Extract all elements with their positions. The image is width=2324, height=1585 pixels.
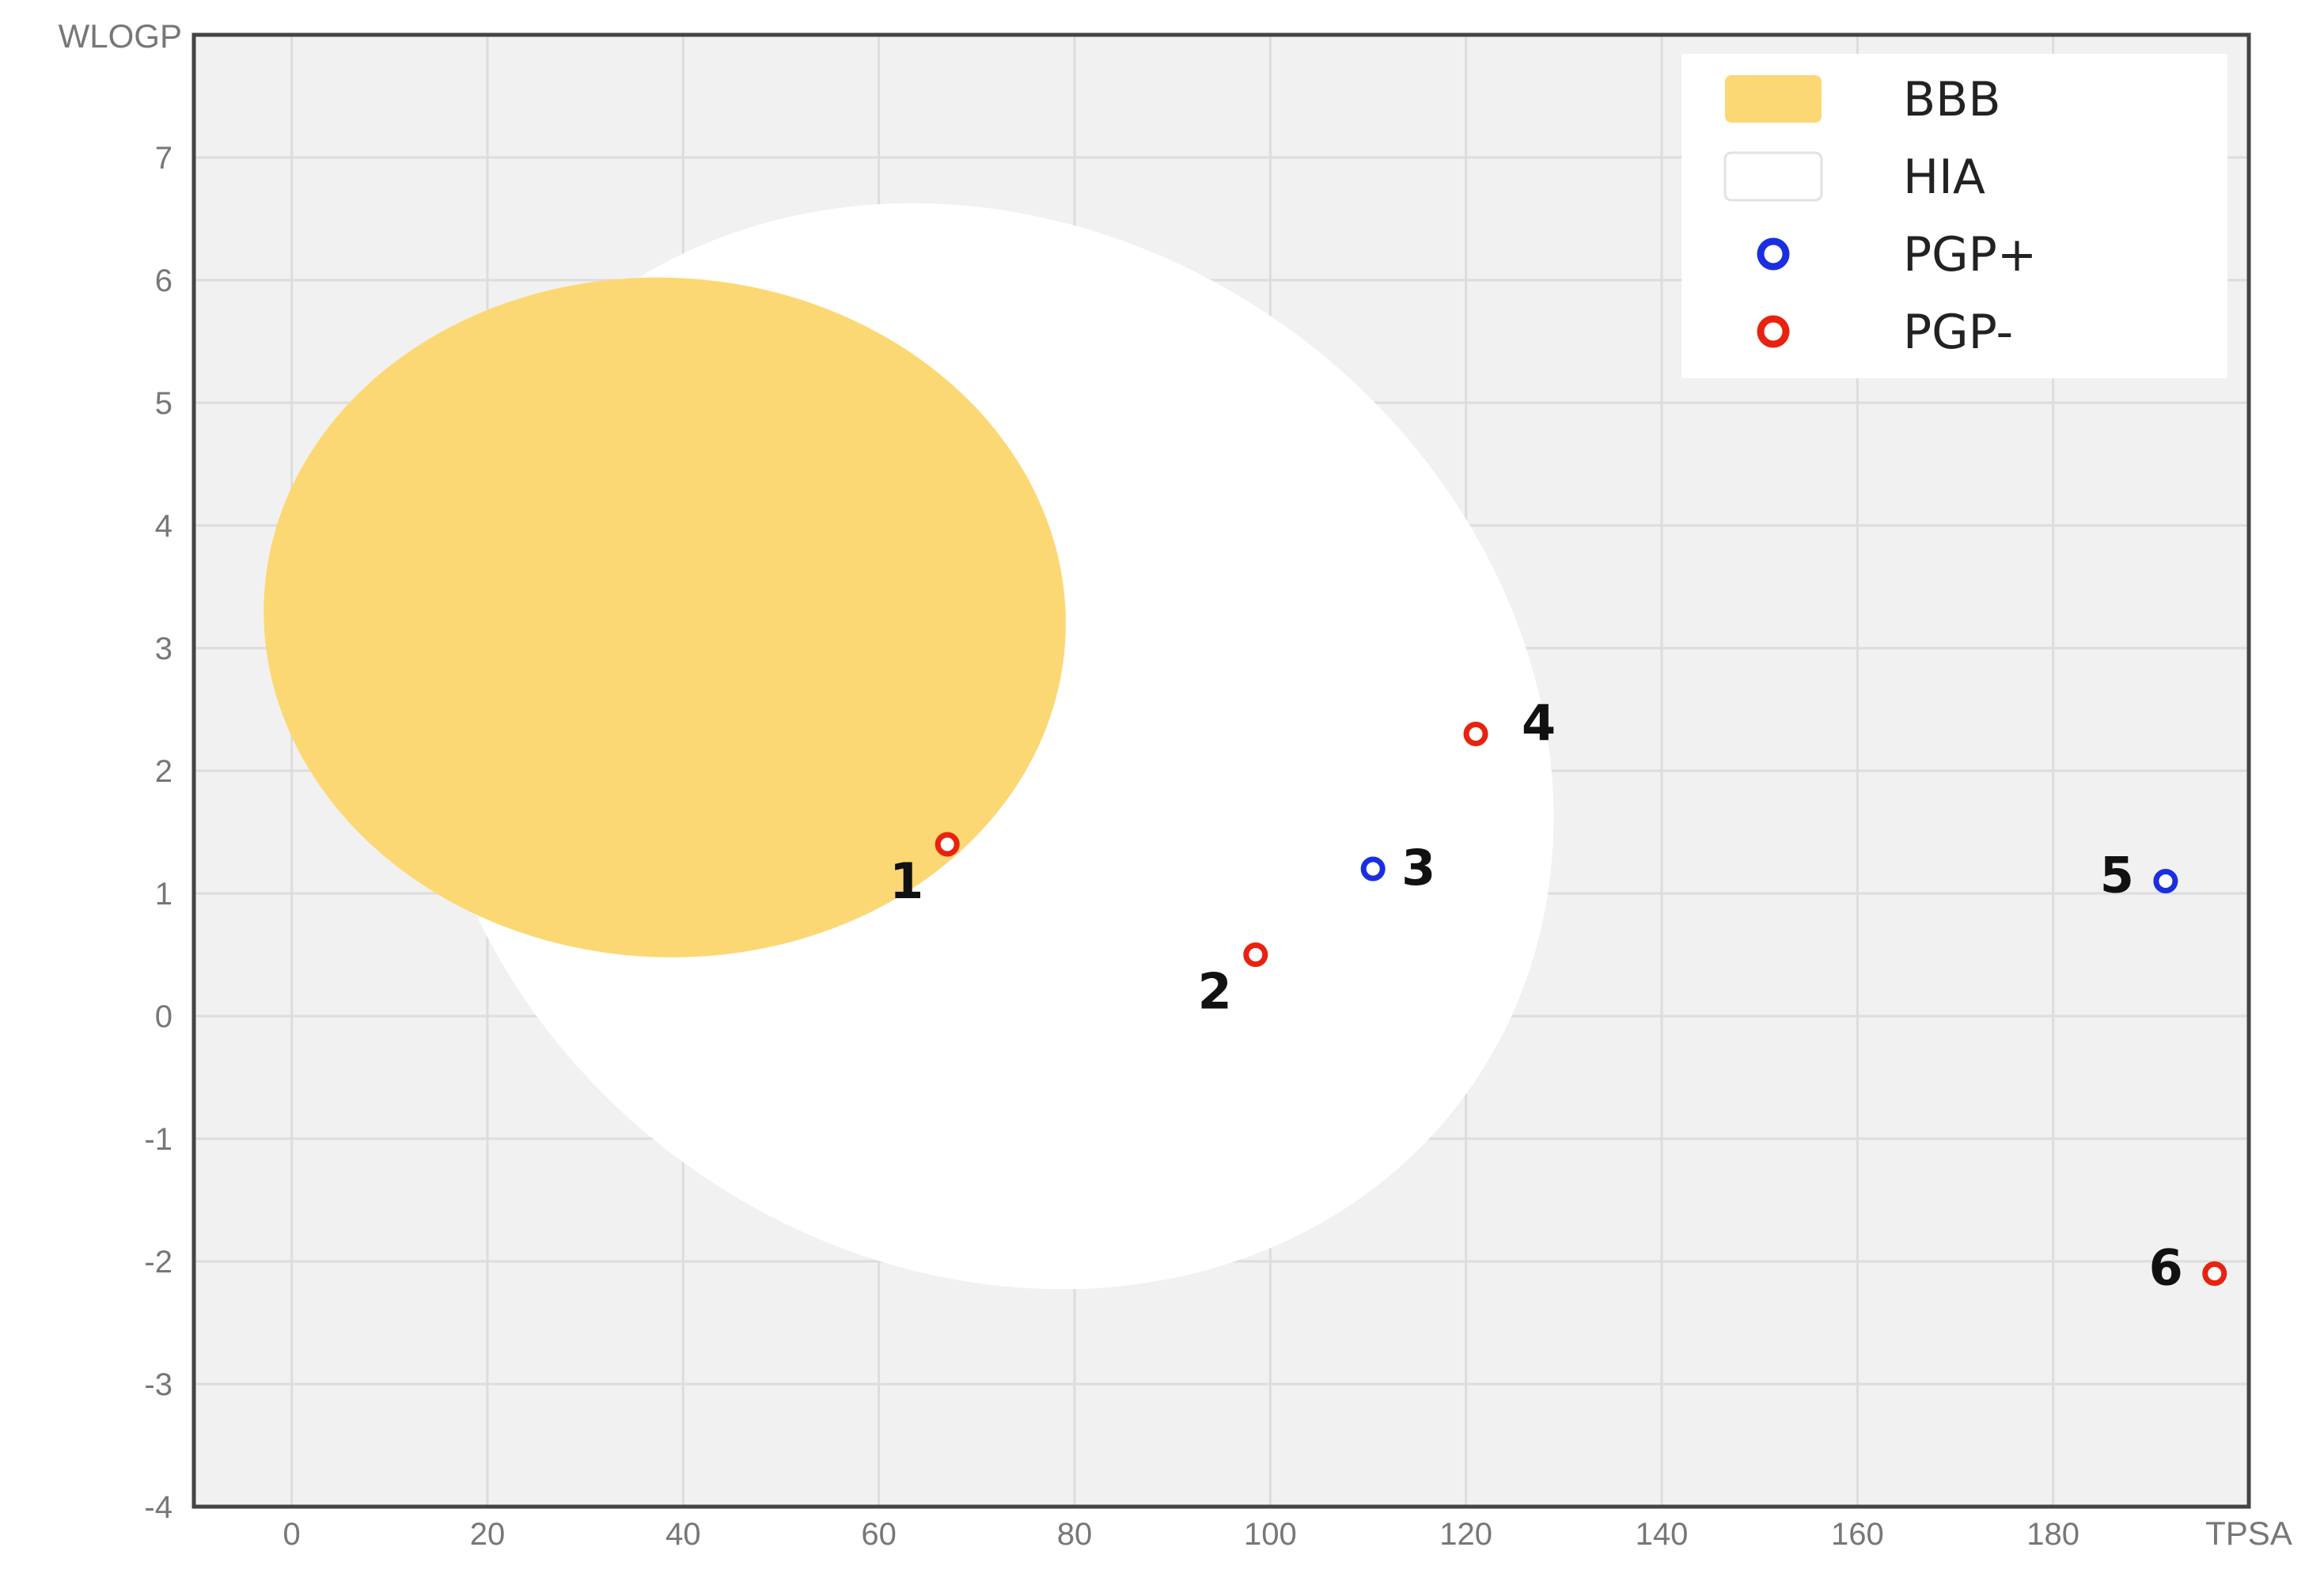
- x-tick-labels: 0 20 40 60 80 100 120 140 160 180: [283, 1517, 2080, 1552]
- y-tick-labels: -4 -3 -2 -1 0 1 2 3 4 5 6 7: [144, 141, 172, 1525]
- regions: [263, 203, 1554, 1290]
- y-tick-label: 5: [155, 386, 172, 421]
- y-tick-label: 3: [155, 631, 172, 666]
- legend-label: PGP+: [1903, 227, 2037, 282]
- y-tick-label: 2: [155, 754, 172, 789]
- y-tick-label: 0: [155, 999, 172, 1034]
- legend-marker-pgp-minus: [1757, 315, 1790, 348]
- legend: BBB HIA PGP+ PGP-: [1681, 54, 2227, 378]
- y-tick-label: 7: [155, 141, 172, 176]
- point-label-3: 3: [1401, 839, 1435, 897]
- point-label-1: 1: [889, 852, 923, 910]
- y-axis-title: WLOGP: [59, 17, 182, 55]
- x-tick-label: 100: [1244, 1517, 1297, 1552]
- point-6: [2202, 1261, 2227, 1286]
- legend-swatch-bbb: [1725, 75, 1822, 123]
- y-tick-label: -3: [144, 1367, 172, 1402]
- point-4: [1463, 722, 1488, 746]
- legend-swatch-hia: [1723, 151, 1823, 202]
- y-tick-label: 1: [155, 877, 172, 912]
- x-tick-label: 20: [470, 1517, 506, 1552]
- x-tick-label: 0: [283, 1517, 301, 1552]
- point-label-4: 4: [1522, 695, 1556, 753]
- region-bbb: [263, 277, 1066, 957]
- point-label-5: 5: [2100, 847, 2134, 904]
- point-3: [1360, 856, 1386, 882]
- x-tick-label: 160: [1831, 1517, 1884, 1552]
- x-tick-label: 60: [861, 1517, 897, 1552]
- point-5: [2153, 869, 2178, 893]
- plot-frame: [191, 32, 2251, 1509]
- point-label-2: 2: [1198, 963, 1232, 1021]
- x-tick-label: 40: [665, 1517, 701, 1552]
- y-tick-label: -2: [144, 1245, 172, 1280]
- x-tick-label: 120: [1439, 1517, 1492, 1552]
- x-tick-label: 180: [2026, 1517, 2079, 1552]
- y-tick-label: 6: [155, 264, 172, 298]
- legend-label: HIA: [1903, 150, 1985, 205]
- legend-label: PGP-: [1903, 305, 2013, 360]
- data-points: 3 5 1 2 4 6: [889, 695, 2227, 1297]
- x-tick-label: 140: [1636, 1517, 1689, 1552]
- y-tick-label: -1: [144, 1122, 172, 1157]
- x-axis-title: TPSA: [2205, 1515, 2292, 1552]
- legend-label: BBB: [1903, 72, 2001, 127]
- y-tick-label: 4: [155, 509, 172, 544]
- point-2: [1243, 942, 1268, 967]
- x-tick-label: 80: [1057, 1517, 1093, 1552]
- y-tick-label: -4: [144, 1490, 172, 1525]
- legend-marker-pgp-plus: [1757, 237, 1790, 271]
- point-1: [935, 832, 960, 857]
- point-label-6: 6: [2149, 1239, 2183, 1297]
